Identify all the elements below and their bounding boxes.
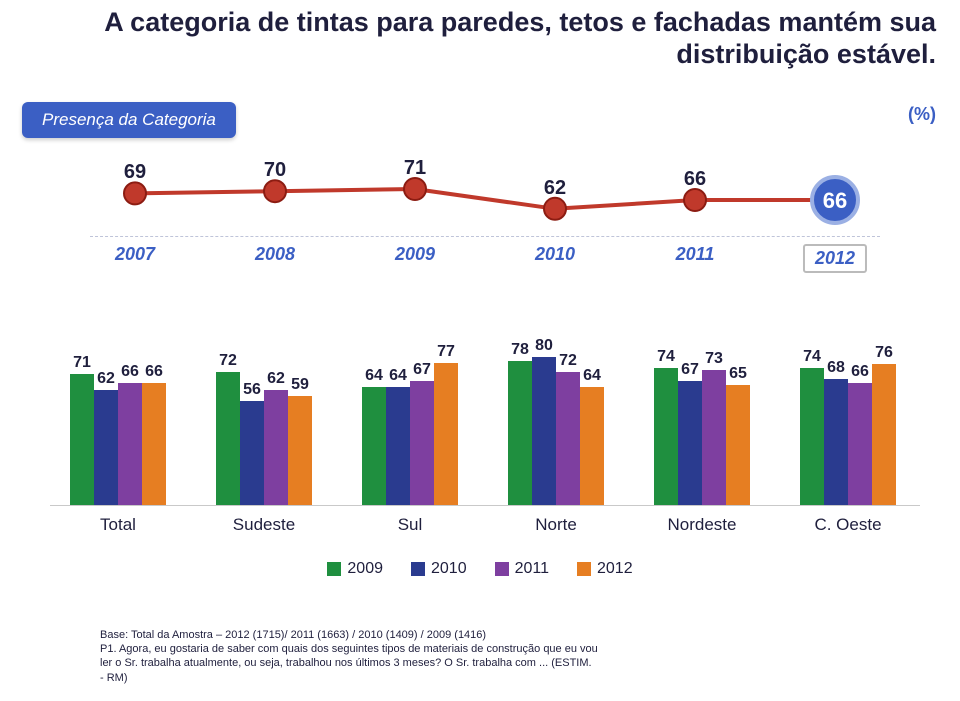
bar bbox=[580, 387, 604, 505]
legend-item: 2010 bbox=[411, 560, 467, 578]
bar bbox=[70, 374, 94, 505]
bar bbox=[824, 379, 848, 505]
bar-chart: 71 62 66 66 Total 72 56 62 59 Sudeste 64 64 67 77 Sul 7… bbox=[50, 320, 920, 540]
bar-value: 78 bbox=[511, 341, 529, 359]
footnote: Base: Total da Amostra – 2012 (1715)/ 20… bbox=[100, 628, 936, 685]
bar-value: 76 bbox=[875, 344, 893, 362]
legend-label: 2012 bbox=[597, 560, 633, 577]
bar-value: 66 bbox=[121, 363, 139, 381]
bar bbox=[726, 385, 750, 505]
bar-value: 64 bbox=[583, 367, 601, 385]
line-value: 66 bbox=[823, 188, 847, 214]
line-value: 71 bbox=[404, 157, 426, 180]
bar-value: 73 bbox=[705, 350, 723, 368]
bar bbox=[142, 383, 166, 505]
bar-group-label: Nordeste bbox=[668, 515, 737, 535]
bar bbox=[800, 368, 824, 505]
legend-label: 2011 bbox=[515, 560, 549, 577]
bar-value: 71 bbox=[73, 354, 91, 372]
bar-value: 80 bbox=[535, 337, 553, 355]
line-x-label: 2012 bbox=[803, 244, 867, 273]
bar-value: 59 bbox=[291, 376, 309, 394]
bar bbox=[216, 372, 240, 505]
bar bbox=[118, 383, 142, 505]
page: { "title": { "text": "A categoria de tin… bbox=[0, 0, 960, 701]
bar-value: 77 bbox=[437, 343, 455, 361]
bar-value: 65 bbox=[729, 365, 747, 383]
bar-value: 62 bbox=[97, 370, 115, 388]
chart-legend: 2009 2010 2011 2012 bbox=[0, 560, 960, 578]
bar bbox=[434, 363, 458, 505]
line-x-label: 2007 bbox=[115, 244, 155, 265]
bar bbox=[288, 396, 312, 505]
line-x-label: 2011 bbox=[676, 244, 715, 265]
bar-group-label: Sul bbox=[398, 515, 423, 535]
legend-swatch bbox=[495, 562, 509, 576]
bar bbox=[848, 383, 872, 505]
bar-group-label: Sudeste bbox=[233, 515, 295, 535]
bar bbox=[94, 390, 118, 505]
bar-value: 56 bbox=[243, 381, 261, 399]
line-x-label: 2009 bbox=[395, 244, 435, 265]
line-value: 69 bbox=[124, 161, 146, 184]
line-x-label: 2010 bbox=[535, 244, 575, 265]
bar-value: 64 bbox=[389, 367, 407, 385]
bar-value: 66 bbox=[145, 363, 163, 381]
legend-swatch bbox=[577, 562, 591, 576]
bar-value: 62 bbox=[267, 370, 285, 388]
bar-group-label: Norte bbox=[535, 515, 577, 535]
page-title: A categoria de tintas para paredes, teto… bbox=[24, 6, 936, 71]
bar-value: 72 bbox=[559, 352, 577, 370]
line-value: 70 bbox=[264, 159, 286, 182]
legend-item: 2012 bbox=[577, 560, 633, 578]
percent-label: (%) bbox=[908, 104, 936, 125]
bar-value: 67 bbox=[681, 361, 699, 379]
bar bbox=[702, 370, 726, 505]
legend-label: 2009 bbox=[347, 560, 383, 577]
bar bbox=[240, 401, 264, 505]
legend-label: 2010 bbox=[431, 560, 467, 577]
bar bbox=[264, 390, 288, 505]
line-chart-svg bbox=[90, 130, 880, 270]
bar-value: 68 bbox=[827, 359, 845, 377]
bar-value: 74 bbox=[803, 348, 821, 366]
line-chart-divider bbox=[90, 236, 880, 237]
bar-value: 67 bbox=[413, 361, 431, 379]
bar bbox=[386, 387, 410, 505]
bar bbox=[362, 387, 386, 505]
bar bbox=[678, 381, 702, 505]
bar-value: 74 bbox=[657, 348, 675, 366]
bar bbox=[654, 368, 678, 505]
bar-group-label: Total bbox=[100, 515, 136, 535]
bar-value: 66 bbox=[851, 363, 869, 381]
bar bbox=[872, 364, 896, 505]
legend-item: 2009 bbox=[327, 560, 383, 578]
bar-group-label: C. Oeste bbox=[814, 515, 881, 535]
line-value: 66 bbox=[684, 168, 706, 191]
legend-item: 2011 bbox=[495, 560, 549, 578]
line-value: 62 bbox=[544, 177, 566, 200]
bar bbox=[556, 372, 580, 505]
bar-chart-baseline bbox=[50, 505, 920, 506]
bar bbox=[508, 361, 532, 505]
line-chart: 69 70 71 62 66 66 2007 2008 2009 2010 2011 2012 bbox=[90, 130, 880, 270]
bar-value: 72 bbox=[219, 352, 237, 370]
legend-swatch bbox=[327, 562, 341, 576]
bar bbox=[532, 357, 556, 505]
legend-swatch bbox=[411, 562, 425, 576]
line-x-label: 2008 bbox=[255, 244, 295, 265]
bar bbox=[410, 381, 434, 505]
bar-value: 64 bbox=[365, 367, 383, 385]
